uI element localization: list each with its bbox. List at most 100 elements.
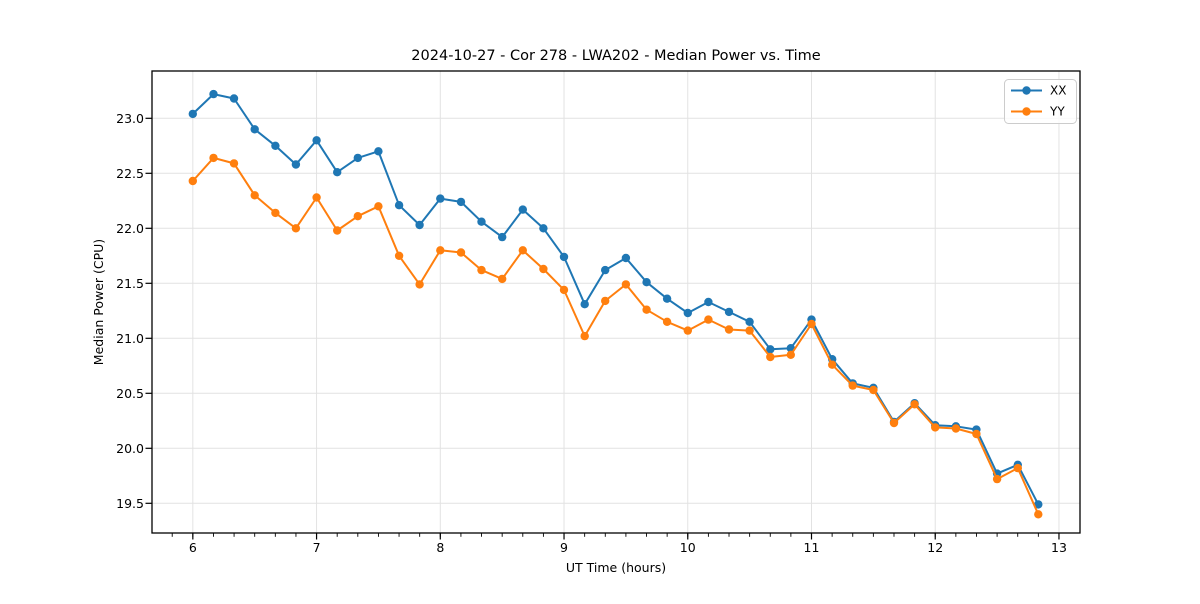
series-YY-point-24 <box>683 326 692 335</box>
y-tick-label-19.5: 19.5 <box>116 496 144 511</box>
tick-labels: 6 7 8 9 10 11 12 13 19.5 20.0 20.5 21.0 21.5 22.0 22.5… <box>116 111 1067 555</box>
series-YY-point-23 <box>662 317 672 326</box>
chart-title: 2024-10-27 - Cor 278 - LWA202 - Median P… <box>411 48 820 64</box>
gridlines <box>152 71 1080 533</box>
series-YY-point-31 <box>828 360 837 369</box>
x-tick-label-12: 12 <box>927 540 943 555</box>
series-YY-point-21 <box>621 280 631 289</box>
series-YY-point-25 <box>704 315 713 324</box>
series-YY-point-7 <box>333 226 342 235</box>
x-tick-label-7: 7 <box>313 540 321 555</box>
legend: XX YY <box>1004 79 1077 124</box>
series-XX-point-11 <box>415 220 424 230</box>
series-XX-point-6 <box>312 136 321 145</box>
axis-ticks <box>145 117 1060 540</box>
series-YY-point-6 <box>312 193 321 202</box>
series-XX-point-13 <box>456 197 466 207</box>
series-YY-point-22 <box>642 305 651 314</box>
series-YY-point-9 <box>374 202 383 211</box>
series-YY-point-16 <box>518 246 527 255</box>
series-XX-point-24 <box>683 308 692 318</box>
series-YY-point-3 <box>250 191 259 200</box>
series-YY-point-40 <box>1013 463 1022 473</box>
series-XX-point-5 <box>291 160 301 169</box>
series-XX-point-20 <box>601 265 610 275</box>
series-XX-point-3 <box>250 125 259 134</box>
series-YY-point-11 <box>415 280 424 289</box>
series-YY-point-17 <box>539 264 548 274</box>
y-tick-label-22.5: 22.5 <box>116 166 144 181</box>
series-YY-point-39 <box>992 474 1002 484</box>
series-XX-point-9 <box>374 147 383 156</box>
series-YY-point-37 <box>951 424 961 433</box>
data-series <box>188 89 1043 519</box>
series-XX-point-7 <box>333 168 342 177</box>
series-YY-point-26 <box>724 325 734 334</box>
series-YY-point-10 <box>394 251 404 260</box>
series-YY-point-35 <box>910 400 919 409</box>
series-XX-point-26 <box>724 307 734 317</box>
series-XX-point-12 <box>436 194 445 203</box>
legend-marker-xx <box>1022 86 1031 95</box>
series-YY-point-0 <box>188 176 197 186</box>
series-XX-point-2 <box>229 94 239 103</box>
series-YY-point-28 <box>766 352 775 362</box>
series-YY-point-12 <box>436 246 445 255</box>
legend-marker-yy <box>1022 107 1031 116</box>
x-tick-label-10: 10 <box>680 540 696 555</box>
series-YY-point-36 <box>931 423 940 432</box>
series-YY-point-4 <box>271 208 280 218</box>
x-tick-label-11: 11 <box>804 540 820 555</box>
series-YY-point-18 <box>559 285 569 295</box>
series-YY-point-32 <box>848 381 857 390</box>
series-YY-point-27 <box>745 326 754 335</box>
series-YY-point-38 <box>972 429 981 439</box>
series-XX-point-25 <box>704 297 713 307</box>
series-YY-point-30 <box>807 319 816 329</box>
y-tick-label-20.5: 20.5 <box>116 386 144 401</box>
series-XX-point-1 <box>209 89 218 99</box>
series-XX-point-21 <box>621 253 631 263</box>
y-tick-label-23: 23.0 <box>116 111 144 126</box>
series-XX-point-19 <box>580 300 589 309</box>
y-axis-label: Median Power (CPU) <box>91 239 106 365</box>
series-YY-point-19 <box>580 331 589 341</box>
series-XX-point-0 <box>188 109 197 119</box>
series-YY-point-34 <box>889 418 899 428</box>
legend-label-xx: XX <box>1050 84 1066 98</box>
legend-label-yy: YY <box>1049 105 1065 119</box>
series-YY-point-8 <box>353 212 362 221</box>
series-YY-point-5 <box>291 224 301 233</box>
series-XX-point-18 <box>559 252 569 262</box>
series-YY-point-33 <box>869 385 878 395</box>
series-XX-point-16 <box>518 205 527 214</box>
series-YY-point-14 <box>477 265 486 275</box>
series-XX-line <box>191 93 1040 506</box>
series-XX-point-8 <box>353 153 362 163</box>
series-XX-point-27 <box>745 317 754 326</box>
y-tick-label-22: 22.0 <box>116 221 144 236</box>
series-XX-point-41 <box>1034 500 1043 509</box>
plot-border <box>151 70 1081 534</box>
series-XX-point-17 <box>539 224 548 233</box>
series-YY-point-29 <box>786 350 795 359</box>
series-XX-point-10 <box>394 201 404 210</box>
series-XX-point-4 <box>271 141 280 150</box>
series-YY-point-1 <box>209 153 218 163</box>
series-XX-point-23 <box>662 294 672 303</box>
x-tick-label-13: 13 <box>1051 540 1067 555</box>
series-YY-point-15 <box>498 274 507 284</box>
x-axis-label: UT Time (hours) <box>566 560 666 575</box>
series-YY-line <box>191 156 1040 516</box>
y-tick-label-21: 21.0 <box>116 331 144 346</box>
series-YY-point-41 <box>1034 510 1043 519</box>
y-tick-label-21.5: 21.5 <box>116 276 144 291</box>
series-YY-point-20 <box>601 296 610 306</box>
x-tick-label-8: 8 <box>436 540 444 555</box>
x-tick-label-9: 9 <box>560 540 568 555</box>
series-XX-point-15 <box>498 232 507 242</box>
series-YY-point-13 <box>456 248 466 257</box>
x-tick-label-6: 6 <box>189 540 197 555</box>
